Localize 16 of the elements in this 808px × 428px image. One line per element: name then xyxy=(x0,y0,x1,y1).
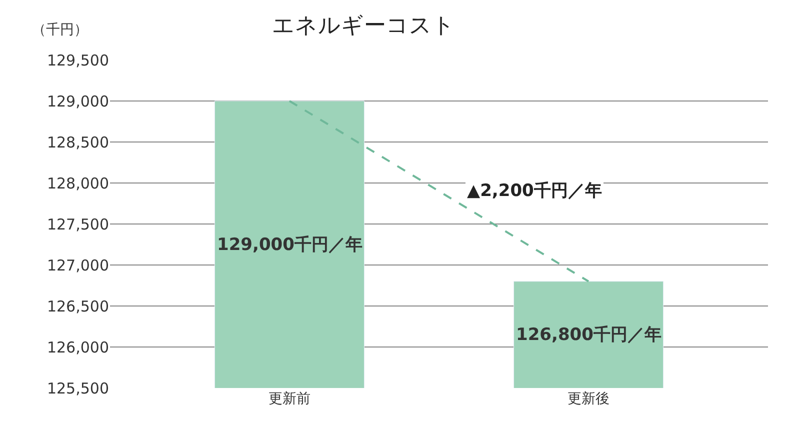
y-tick-label: 126,000 xyxy=(46,338,109,356)
y-tick-label: 128,000 xyxy=(46,174,109,192)
y-axis-title: （千円） xyxy=(32,22,88,38)
x-tick-label: 更新前 xyxy=(268,391,310,407)
y-tick-label: 127,500 xyxy=(46,215,109,234)
y-tick-label: 129,500 xyxy=(46,51,109,70)
y-tick-label: 125,500 xyxy=(46,379,109,398)
y-tick-label: 126,500 xyxy=(46,297,109,316)
y-tick-label: 128,500 xyxy=(46,133,109,152)
y-tick-label: 129,000 xyxy=(46,92,109,110)
annotation: ▲2,200千円／年 xyxy=(467,181,602,201)
y-tick-label: 127,000 xyxy=(46,256,109,274)
chart-title: エネルギーコスト xyxy=(272,14,456,39)
data-label: 129,000千円／年 xyxy=(217,235,362,255)
x-tick-label: 更新後 xyxy=(568,391,610,407)
data-label: 126,800千円／年 xyxy=(516,325,662,345)
